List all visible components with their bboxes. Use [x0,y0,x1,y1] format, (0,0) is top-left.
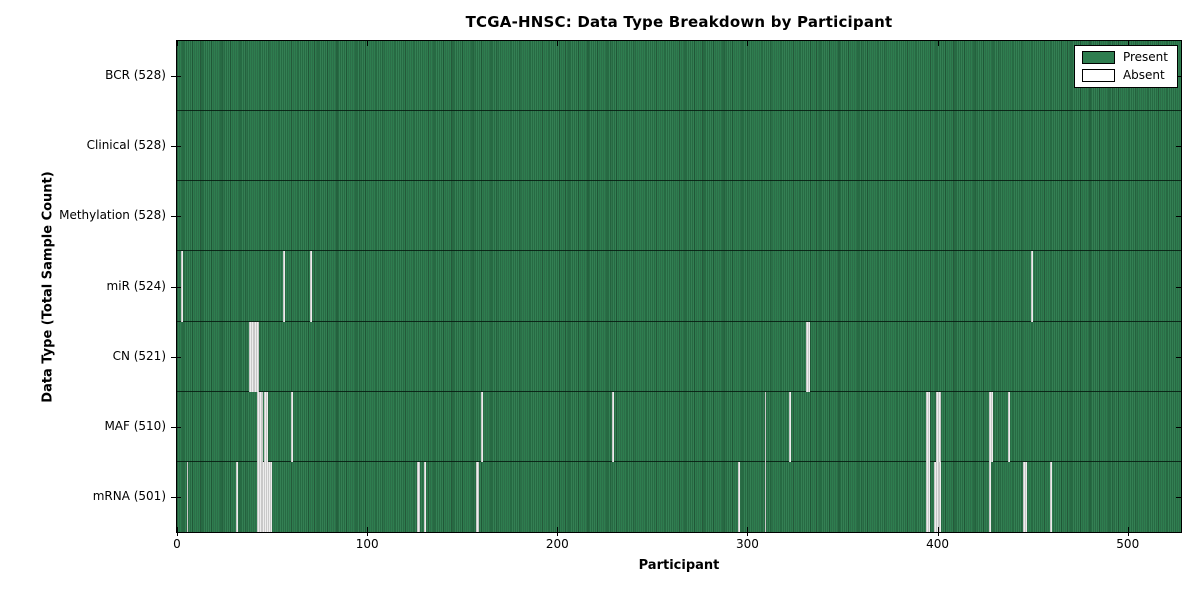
y-tick-mark [1176,426,1181,428]
y-tick-label: miR (524) [106,278,166,293]
absent-mark [806,321,811,392]
x-tick-mark [177,527,178,536]
absent-mark [612,391,615,462]
x-tick-mark [557,41,559,46]
y-tick-label: BCR (528) [105,68,166,83]
y-tick-mark [171,76,181,78]
absent-mark [264,391,269,462]
x-tick-mark [367,41,369,46]
absent-mark [186,461,189,532]
absent-mark [249,321,259,392]
y-tick-mark [171,356,181,358]
absent-mark [926,461,930,532]
absent-mark [291,391,293,462]
x-tick-mark [1127,41,1129,46]
legend-swatch-absent [1081,69,1115,82]
x-tick-mark [747,527,749,536]
y-tick-label: Methylation (528) [59,208,166,223]
absent-mark [235,461,238,532]
absent-mark [475,461,480,532]
x-tick-label: 100 [355,537,379,551]
absent-mark [737,461,740,532]
absent-mark [1049,461,1052,532]
absent-mark [256,391,263,462]
row-band-mRNA [177,461,1181,532]
y-tick-mark [171,146,181,148]
x-tick-mark [177,41,178,46]
x-tick-mark [367,527,369,536]
absent-mark [1030,251,1033,322]
row-band-MAF [177,391,1181,462]
y-tick-mark [1176,496,1181,498]
y-tick-mark [171,286,181,288]
x-tick-label: 400 [926,537,950,551]
absent-mark [1007,391,1010,462]
legend-entry-present: Present [1081,50,1168,64]
row-band-Methylation [177,181,1181,252]
y-tick-label: CN (521) [112,348,166,363]
x-tick-mark [1127,527,1129,536]
x-tick-mark [747,41,749,46]
absent-mark [764,461,767,532]
row-band-Clinical [177,111,1181,182]
absent-mark [310,251,312,322]
absent-mark [1023,461,1027,532]
y-tick-label: Clinical (528) [86,138,166,153]
x-tick-label: 200 [545,537,569,551]
row-band-CN [177,321,1181,392]
x-axis-label: Participant [638,558,720,573]
y-tick-mark [171,426,181,428]
y-tick-mark [1176,76,1181,78]
y-tick-mark [1176,216,1181,218]
absent-mark [988,391,993,462]
legend-label-absent: Absent [1122,68,1165,82]
absent-mark [988,461,991,532]
y-tick-mark [171,216,181,218]
y-tick-mark [1176,356,1181,358]
legend-entry-absent: Absent [1081,68,1168,82]
legend-label-present: Present [1122,50,1168,64]
plot-area: Present Absent [176,40,1182,533]
absent-mark [416,461,421,532]
y-tick-mark [171,496,181,498]
absent-mark [926,391,930,462]
absent-mark [283,251,286,322]
row-band-miR [177,251,1181,322]
x-tick-mark [937,41,939,46]
y-tick-mark [1176,286,1181,288]
legend: Present Absent [1073,45,1178,88]
absent-mark [764,391,767,462]
y-tick-label: mRNA (501) [92,488,166,503]
legend-swatch-present [1081,51,1115,64]
x-tick-label: 500 [1116,537,1140,551]
absent-mark [424,461,427,532]
y-tick-label: MAF (510) [104,418,166,433]
y-tick-mark [1176,146,1181,148]
absent-mark [481,391,484,462]
x-tick-mark [937,527,939,536]
absent-mark [935,391,942,462]
absent-mark [256,461,273,532]
row-band-BCR [177,41,1181,112]
absent-mark [180,251,183,322]
chart-title: TCGA-HNSC: Data Type Breakdown by Partic… [465,13,893,31]
x-tick-label: 300 [736,537,759,551]
x-tick-mark [557,527,559,536]
absent-mark [933,461,942,532]
absent-mark [789,391,792,462]
x-tick-label: 0 [173,537,181,551]
